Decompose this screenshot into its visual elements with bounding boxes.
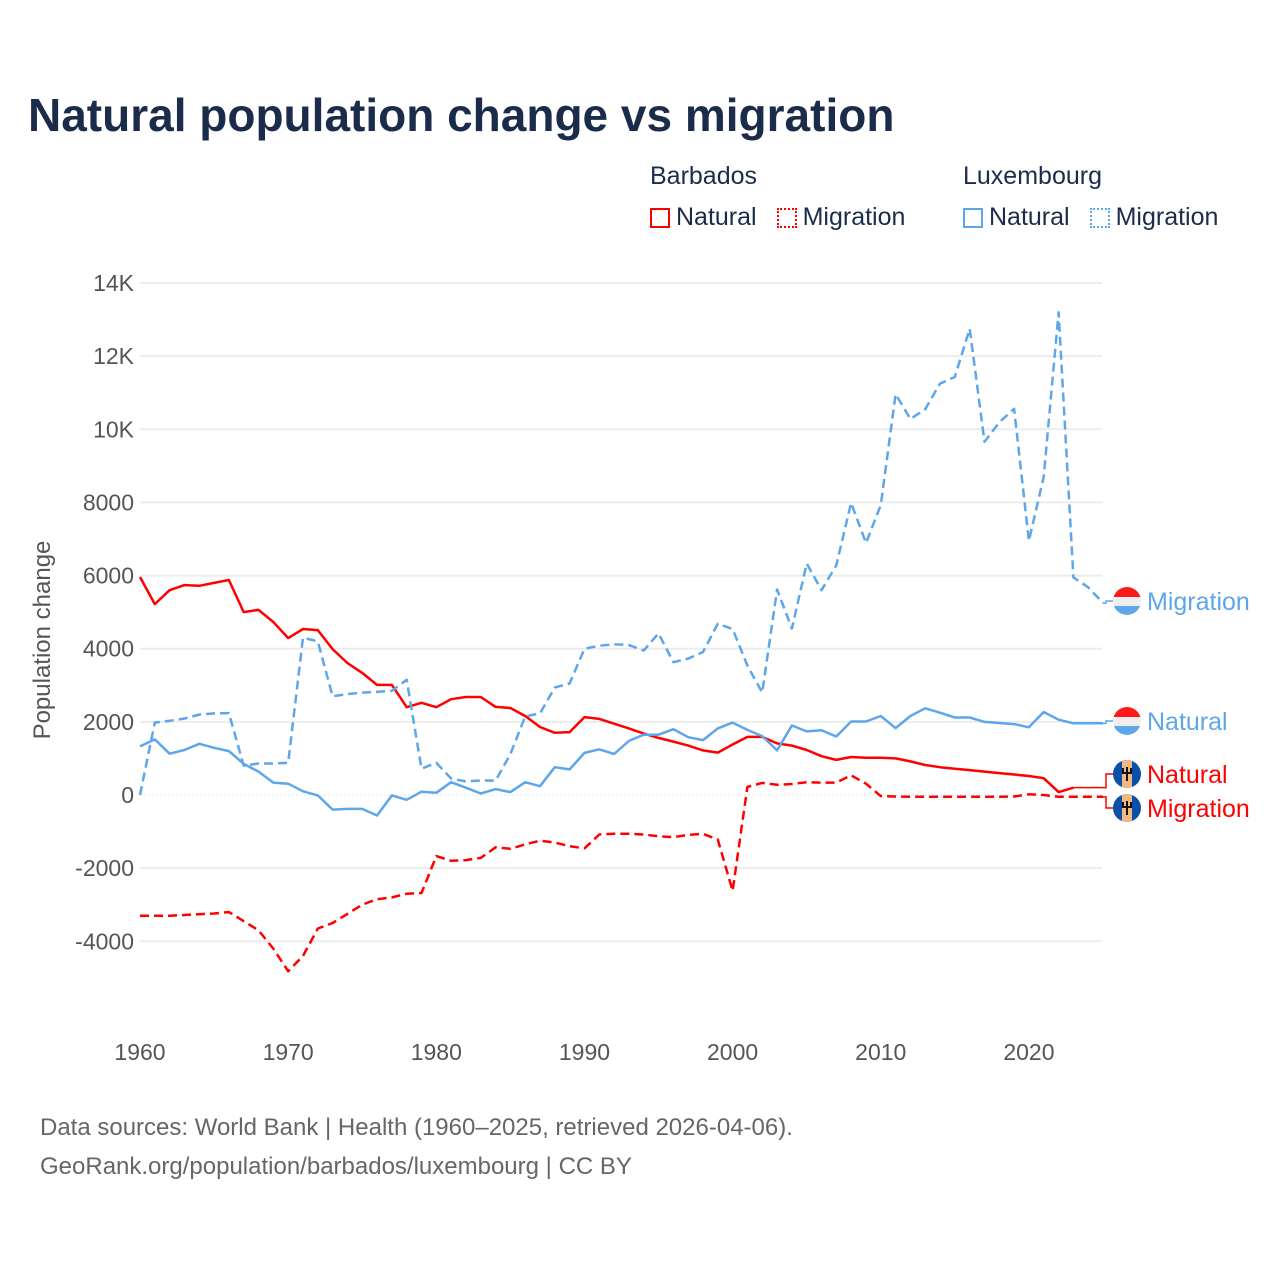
flag-stripe-red	[1113, 707, 1141, 717]
x-tick-label: 1970	[263, 1039, 314, 1065]
legend-label: Migration	[1115, 203, 1219, 231]
y-tick-label: 8000	[83, 489, 134, 515]
legend-item-barbados-natural[interactable]: Natural	[650, 203, 757, 232]
y-tick-label: 14K	[93, 270, 135, 296]
trident-icon	[1122, 801, 1132, 815]
y-tick-label: -4000	[75, 928, 134, 954]
luxembourg-flag-icon	[1113, 707, 1141, 735]
y-tick-label: 12K	[93, 343, 135, 369]
legend-swatch-solid	[650, 207, 670, 228]
x-tick-label: 2000	[707, 1039, 758, 1065]
legend-group-barbados: Barbados Natural Migration	[650, 162, 905, 232]
series-line-luxembourg-natural	[139, 707, 1103, 817]
flag-stripe-white	[1113, 717, 1141, 726]
series-line-barbados-natural	[138, 576, 1074, 794]
flag-stripe-blue	[1113, 606, 1141, 615]
series-line-barbados-migration	[140, 774, 1103, 973]
legend-label: Natural	[676, 203, 757, 231]
end-label: Natural	[1147, 708, 1228, 736]
flag-stripe-blue	[1113, 726, 1141, 735]
trident-icon	[1122, 767, 1132, 781]
flag-stripe-white	[1113, 597, 1141, 606]
legend-swatch-dotted	[1089, 207, 1110, 228]
label-connector	[1073, 773, 1113, 789]
y-tick-label: 4000	[83, 636, 134, 662]
x-tick-label: 1960	[114, 1039, 165, 1065]
label-connector	[1103, 796, 1113, 809]
legend-label: Migration	[802, 203, 906, 231]
footer: Data sources: World Bank | Health (1960–…	[40, 1108, 793, 1186]
legend-label: Natural	[989, 203, 1070, 231]
x-tick-label: 1980	[411, 1039, 462, 1065]
attribution-link[interactable]: GeoRank.org/population/barbados/luxembou…	[40, 1153, 632, 1180]
y-tick-label: 0	[121, 782, 134, 808]
y-tick-label: 2000	[83, 709, 134, 735]
end-label: Natural	[1147, 761, 1228, 789]
y-axis-label: Population change	[29, 541, 56, 740]
y-tick-label: -2000	[75, 855, 134, 881]
legend-item-barbados-migration[interactable]: Migration	[776, 203, 906, 232]
flag-stripe-red	[1113, 587, 1141, 597]
legend-group-title: Barbados	[650, 162, 758, 190]
y-tick-label: 10K	[93, 416, 135, 442]
end-label: Migration	[1147, 795, 1250, 823]
series-line-luxembourg-migration	[138, 311, 1104, 796]
chart-title: Natural population change vs migration	[28, 89, 895, 141]
x-tick-label: 2020	[1003, 1039, 1054, 1065]
legend-item-luxembourg-natural[interactable]: Natural	[963, 203, 1070, 232]
label-connector	[1103, 720, 1113, 725]
end-label: Migration	[1147, 588, 1250, 616]
legend-item-luxembourg-migration[interactable]: Migration	[1089, 203, 1219, 232]
y-tick-label: 6000	[83, 563, 134, 589]
barbados-flag-icon	[1113, 760, 1141, 788]
source-text: Data sources: World Bank | Health (1960–…	[40, 1114, 793, 1141]
legend-swatch-dotted	[776, 207, 797, 228]
barbados-flag-icon	[1113, 794, 1141, 822]
label-connector	[1103, 600, 1113, 604]
x-tick-label: 2010	[855, 1039, 906, 1065]
legend-group-luxembourg: Luxembourg Natural Migration	[963, 162, 1218, 232]
x-tick-label: 1990	[559, 1039, 610, 1065]
legend-swatch-solid	[963, 207, 983, 228]
luxembourg-flag-icon	[1113, 587, 1141, 615]
legend-group-title: Luxembourg	[963, 162, 1102, 190]
